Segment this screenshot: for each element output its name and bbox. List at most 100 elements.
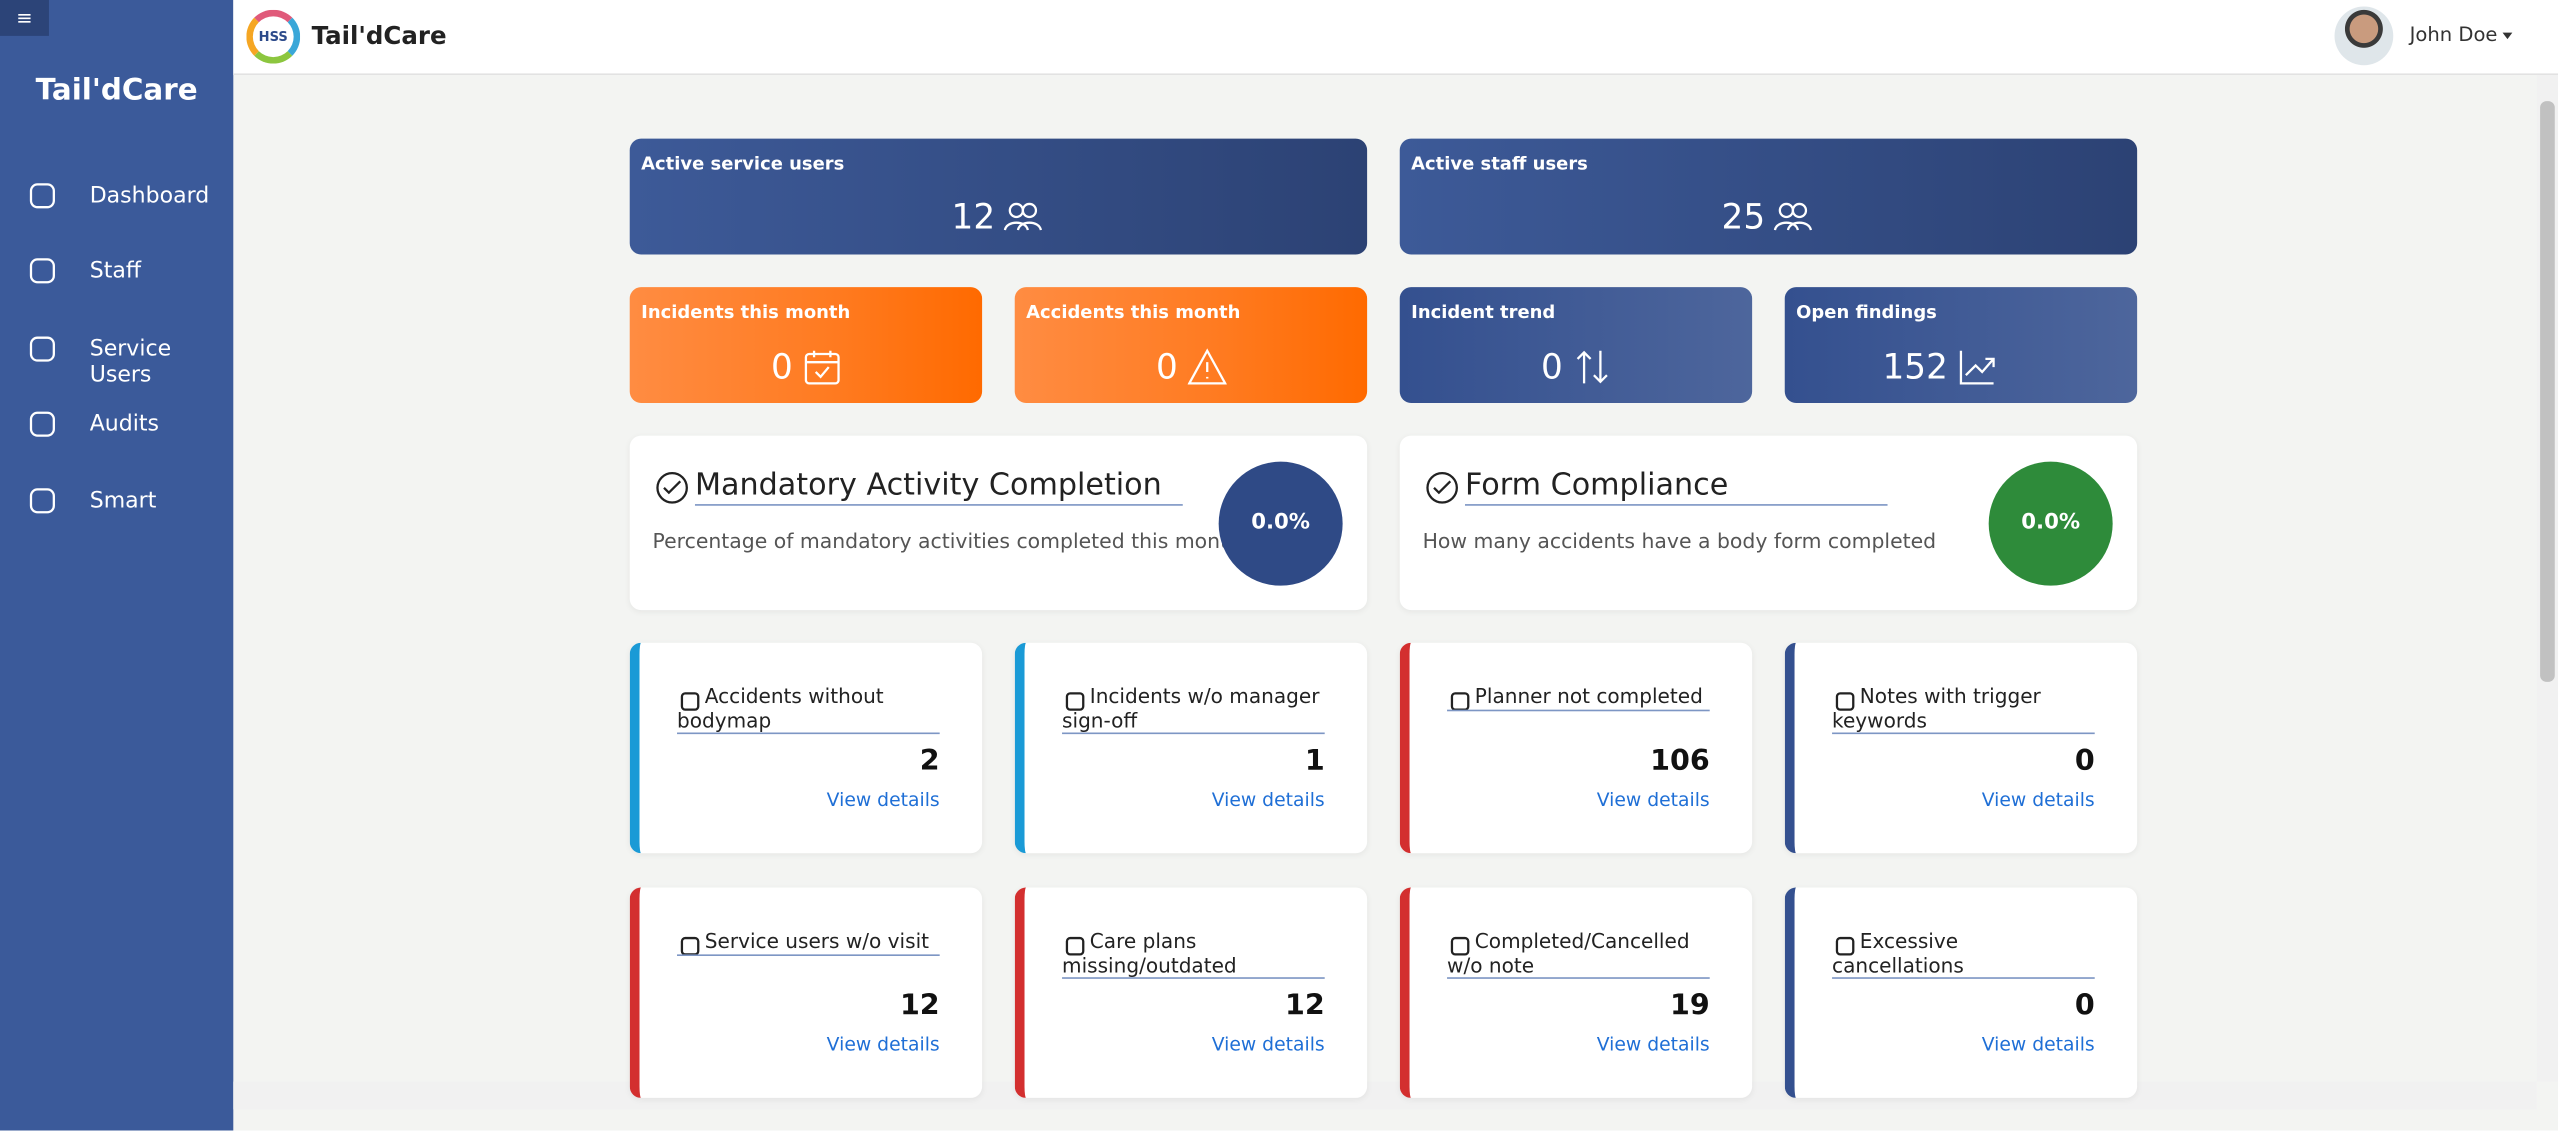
kpi-label: Incidents this month: [641, 301, 851, 324]
nav-label[interactable]: Service Users: [89, 336, 172, 389]
kpi-icon: [1573, 347, 1612, 386]
stat-label: Active staff users: [1411, 153, 1588, 175]
alert-icon: [1450, 932, 1470, 956]
compliance-card: Mandatory Activity Completion Percentage …: [629, 435, 1368, 611]
avatar[interactable]: [2334, 6, 2394, 66]
nav-label[interactable]: Staff: [89, 257, 142, 284]
nav-item[interactable]: Audits: [0, 398, 233, 450]
alert-title: Notes with trigger keywords: [1832, 685, 2095, 735]
nav-icon: [26, 408, 59, 441]
nav-icon: [26, 254, 59, 287]
logo: HSS: [246, 9, 301, 64]
nav-item[interactable]: Service Users: [0, 323, 233, 388]
compliance-description: How many accidents have a body form comp…: [1422, 528, 1937, 554]
alert-icon: [1835, 687, 1855, 711]
stat-icon: [1003, 201, 1042, 234]
view-details-link[interactable]: View details: [1211, 787, 1325, 811]
view-details-link[interactable]: View details: [826, 1032, 940, 1056]
nav-label[interactable]: Smart: [89, 487, 157, 514]
compliance-title: Mandatory Activity Completion: [694, 468, 1183, 506]
alert-value: 106: [1650, 745, 1710, 779]
nav-label[interactable]: Dashboard: [89, 182, 210, 209]
kpi-value: 0: [771, 347, 793, 387]
alert-value: 1: [1304, 745, 1325, 779]
alert-title: Service users w/o visit: [677, 930, 940, 956]
horizontal-scrollbar[interactable]: [233, 1081, 2537, 1110]
compliance-description: Percentage of mandatory activities compl…: [652, 528, 1242, 554]
stat-value: 25: [1721, 197, 1766, 237]
view-details-link[interactable]: View details: [1211, 1032, 1325, 1056]
alert-card: Accidents without bodymap 2 View details: [629, 642, 983, 854]
view-details-link[interactable]: View details: [1596, 1032, 1710, 1056]
header: HSS Tail'dCare John Doe: [233, 0, 2558, 76]
alert-card: Incidents w/o manager sign-off 1 View deta…: [1014, 642, 1368, 854]
alert-value: 12: [1284, 990, 1325, 1023]
stat-label: Active service users: [641, 153, 845, 175]
alert-title: Excessive cancellations: [1832, 930, 2095, 979]
stat-value-row: 12: [630, 197, 1367, 243]
alert-card: Notes with trigger keywords 0 View details: [1784, 642, 2138, 854]
menu-toggle[interactable]: ≡: [0, 0, 49, 36]
compliance-title: Form Compliance: [1464, 468, 1888, 506]
user-caret[interactable]: [2502, 32, 2513, 40]
sidebar: ≡ Tail'dCare Dashboard Staff Service Users…: [0, 0, 234, 1131]
vertical-scrollbar[interactable]: [2536, 75, 2558, 1082]
view-details-link[interactable]: View details: [1596, 787, 1710, 811]
brand: Tail'dCare: [311, 21, 447, 51]
nav-item[interactable]: Staff: [0, 245, 233, 297]
view-details-link[interactable]: View details: [1981, 787, 2095, 811]
nav-icon: [26, 485, 59, 518]
alert-card: Completed/Cancelled w/o note 19 View detai…: [1399, 887, 1753, 1098]
alert-title: Incidents w/o manager sign-off: [1062, 685, 1325, 735]
alert-card: Care plans missing/outdated 12 View detail…: [1014, 887, 1368, 1098]
alert-value: 0: [2074, 990, 2095, 1023]
compliance-card: Form Compliance How many accidents have a…: [1399, 435, 2138, 611]
alert-title: Care plans missing/outdated: [1062, 930, 1325, 979]
stat-value-row: 25: [1400, 197, 2137, 243]
user-name[interactable]: John Doe: [2409, 22, 2498, 46]
stat-value: 12: [951, 197, 996, 237]
kpi-value: 0: [1541, 347, 1563, 387]
nav-label[interactable]: Audits: [89, 411, 159, 438]
kpi-value: 152: [1882, 347, 1948, 387]
alert-value: 19: [1669, 990, 1710, 1023]
nav-icon: [26, 179, 59, 212]
kpi-card: Open findings 152: [1784, 287, 2138, 403]
alert-title: Accidents without bodymap: [677, 685, 940, 735]
alert-value: 0: [2074, 745, 2095, 779]
kpi-icon: [1958, 347, 1997, 386]
kpi-label: Incident trend: [1411, 301, 1556, 324]
kpi-card: Accidents this month 0: [1014, 287, 1368, 403]
alert-icon: [1835, 932, 1855, 956]
compliance-gauge: 0.0%: [1218, 461, 1343, 586]
compliance-icon: [654, 470, 690, 506]
alert-card: Planner not completed 106 View details: [1399, 642, 1753, 854]
compliance-gauge: 0.0%: [1988, 461, 2113, 586]
view-details-link[interactable]: View details: [826, 787, 940, 811]
alert-title: Completed/Cancelled w/o note: [1447, 930, 1710, 979]
sidebar-brand: Tail'dCare: [35, 73, 198, 108]
kpi-icon: [803, 347, 842, 386]
stat-icon: [1773, 201, 1812, 234]
kpi-card: Incident trend 0: [1399, 287, 1753, 403]
nav-item[interactable]: Smart: [0, 475, 233, 527]
nav-icon: [26, 333, 59, 366]
alert-icon: [1065, 687, 1085, 711]
kpi-icon: [1187, 347, 1228, 386]
alert-value: 12: [899, 990, 940, 1023]
kpi-label: Accidents this month: [1026, 301, 1241, 324]
kpi-label: Open findings: [1796, 301, 1937, 324]
stat-card: Active staff users 25: [1399, 138, 2138, 255]
kpi-card: Incidents this month 0: [629, 287, 983, 403]
alert-icon: [1065, 932, 1085, 956]
nav-item[interactable]: Dashboard: [0, 170, 233, 222]
alert-value: 2: [919, 745, 940, 779]
kpi-value: 0: [1156, 347, 1178, 387]
alert-title: Planner not completed: [1447, 685, 1710, 711]
alert-card: Service users w/o visit 12 View details: [629, 887, 983, 1098]
view-details-link[interactable]: View details: [1981, 1032, 2095, 1056]
alert-card: Excessive cancellations 0 View details: [1784, 887, 2138, 1098]
scroll-thumb[interactable]: [2540, 101, 2555, 682]
compliance-icon: [1424, 470, 1460, 506]
